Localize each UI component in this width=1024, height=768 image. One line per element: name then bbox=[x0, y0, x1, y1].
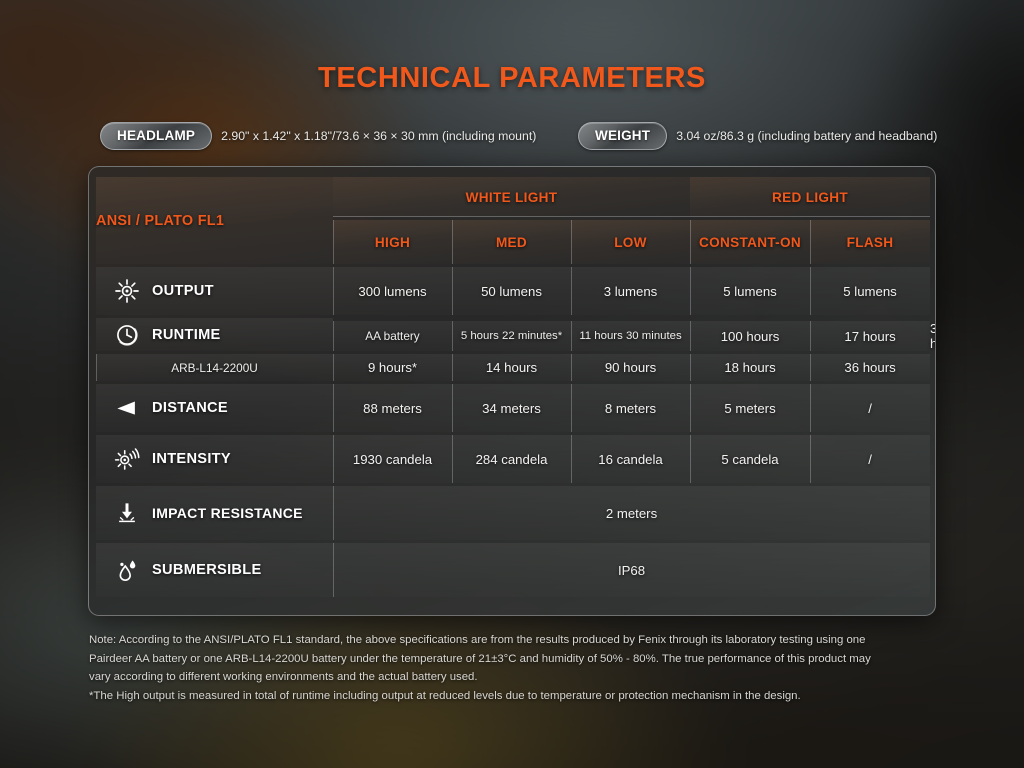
column-header-constant-on: CONSTANT-ON bbox=[690, 220, 811, 264]
row-label-text: IMPACT RESISTANCE bbox=[152, 505, 303, 521]
cell-output-high: 300 lumens bbox=[333, 267, 452, 315]
sun-waves-icon bbox=[114, 448, 140, 470]
table-row-impact-resistance: IMPACT RESISTANCE 2 meters bbox=[96, 486, 931, 540]
footnote-line-4: *The High output is measured in total of… bbox=[89, 689, 801, 702]
headlamp-badge: HEADLAMP bbox=[100, 122, 213, 150]
row-label-distance: DISTANCE bbox=[96, 384, 333, 432]
water-drop-icon bbox=[119, 560, 136, 581]
weight-badge: WEIGHT bbox=[578, 122, 668, 150]
clock-icon bbox=[117, 324, 138, 346]
cell-intensity-flash: / bbox=[810, 435, 931, 483]
column-header-med: MED bbox=[452, 220, 571, 264]
row-label-text: DISTANCE bbox=[152, 400, 228, 416]
column-header-high: HIGH bbox=[333, 220, 452, 264]
cell-runtime-aa-med: 11 hours 30 minutes bbox=[571, 321, 691, 351]
row-label-text: INTENSITY bbox=[152, 451, 231, 467]
cell-output-med: 50 lumens bbox=[452, 267, 571, 315]
table-row-runtime-aa-values: AA battery 5 hours 22 minutes* 11 hours … bbox=[96, 321, 935, 351]
row-label-submersible: SUBMERSIBLE bbox=[96, 543, 333, 597]
cell-distance-low: 8 meters bbox=[571, 384, 691, 432]
headlamp-spec-group: HEADLAMP 2.90" x 1.42" x 1.18"/73.6 × 36… bbox=[100, 122, 536, 150]
cell-output-constant-on: 5 lumens bbox=[690, 267, 811, 315]
cell-runtime-arb-high: 9 hours* bbox=[333, 354, 452, 381]
cell-distance-constant-on: 5 meters bbox=[690, 384, 811, 432]
specifications-panel: ANSI / PLATO FL1 WHITE LIGHT RED LIGHT H… bbox=[88, 166, 936, 616]
cell-runtime-arb-low: 90 hours bbox=[571, 354, 691, 381]
cell-output-flash: 5 lumens bbox=[810, 267, 931, 315]
cell-runtime-arb-constant-on: 18 hours bbox=[690, 354, 811, 381]
sun-icon bbox=[115, 279, 139, 303]
cell-distance-med: 34 meters bbox=[452, 384, 571, 432]
cell-runtime-arb-med: 14 hours bbox=[452, 354, 571, 381]
table-row-intensity: INTENSITY 1930 candela 284 candela 16 ca… bbox=[96, 435, 931, 483]
table-row-runtime-arb-values: ARB-L14-2200U 9 hours* 14 hours 90 hours… bbox=[96, 354, 931, 381]
table-row-submersible: SUBMERSIBLE IP68 bbox=[96, 543, 931, 597]
cell-output-low: 3 lumens bbox=[571, 267, 691, 315]
table-group-header-row: ANSI / PLATO FL1 WHITE LIGHT RED LIGHT bbox=[96, 177, 931, 264]
row-label-runtime: RUNTIME bbox=[96, 318, 333, 351]
cell-runtime-aa-low: 100 hours bbox=[690, 321, 811, 351]
page-title: TECHNICAL PARAMETERS bbox=[318, 62, 706, 94]
footnote-line-1: Note: According to the ANSI/PLATO FL1 st… bbox=[89, 634, 866, 646]
column-header-flash: FLASH bbox=[810, 220, 931, 264]
row-label-text: RUNTIME bbox=[152, 326, 221, 343]
footnote-block: Note: According to the ANSI/PLATO FL1 st… bbox=[89, 631, 951, 705]
weight-value: 3.04 oz/86.3 g (including battery and he… bbox=[676, 129, 938, 143]
subrow-label-arb-battery: ARB-L14-2200U bbox=[96, 354, 333, 381]
cell-submersible-value: IP68 bbox=[333, 543, 931, 597]
group-header-white-light: WHITE LIGHT bbox=[333, 177, 691, 217]
cell-runtime-arb-flash: 36 hours bbox=[810, 354, 931, 381]
cell-intensity-high: 1930 candela bbox=[333, 435, 452, 483]
row-label-impact-resistance: IMPACT RESISTANCE bbox=[96, 486, 333, 540]
cell-intensity-constant-on: 5 candela bbox=[690, 435, 811, 483]
cell-distance-high: 88 meters bbox=[333, 384, 452, 432]
footnote-line-3: vary according to different working envi… bbox=[89, 671, 478, 683]
weight-spec-group: WEIGHT 3.04 oz/86.3 g (including battery… bbox=[578, 122, 937, 150]
spec-pill-row: HEADLAMP 2.90" x 1.42" x 1.18"/73.6 × 36… bbox=[0, 122, 1024, 152]
cell-intensity-low: 16 candela bbox=[571, 435, 691, 483]
table-row-distance: DISTANCE 88 meters 34 meters 8 meters 5 … bbox=[96, 384, 931, 432]
table-row-output: OUTPUT 300 lumens 50 lumens 3 lumens 5 l… bbox=[96, 267, 931, 315]
ansi-plato-label: ANSI / PLATO FL1 bbox=[96, 177, 333, 264]
row-label-output: OUTPUT bbox=[96, 267, 333, 315]
cell-runtime-aa-high: 5 hours 22 minutes* bbox=[452, 321, 571, 351]
cell-distance-flash: / bbox=[810, 384, 931, 432]
cell-impact-resistance-value: 2 meters bbox=[333, 486, 931, 540]
subrow-label-aa-battery: AA battery bbox=[333, 321, 452, 351]
specifications-table: ANSI / PLATO FL1 WHITE LIGHT RED LIGHT H… bbox=[96, 174, 935, 600]
table-column-header-row: HIGH MED LOW CONSTANT-ON FLASH bbox=[96, 220, 931, 264]
row-label-text: OUTPUT bbox=[152, 283, 214, 299]
headlamp-dimensions-value: 2.90" x 1.42" x 1.18"/73.6 × 36 × 30 mm … bbox=[221, 129, 537, 143]
column-header-low: LOW bbox=[571, 220, 691, 264]
row-label-intensity: INTENSITY bbox=[96, 435, 333, 483]
footnote-line-2: Pairdeer AA battery or one ARB-L14-2200U… bbox=[89, 652, 871, 665]
cell-runtime-aa-constant-on: 17 hours bbox=[810, 321, 931, 351]
impact-arrow-icon bbox=[119, 503, 135, 523]
group-header-red-light: RED LIGHT bbox=[690, 177, 931, 217]
row-label-text: SUBMERSIBLE bbox=[152, 562, 262, 578]
cell-intensity-med: 284 candela bbox=[452, 435, 571, 483]
beam-triangle-icon bbox=[117, 401, 135, 415]
